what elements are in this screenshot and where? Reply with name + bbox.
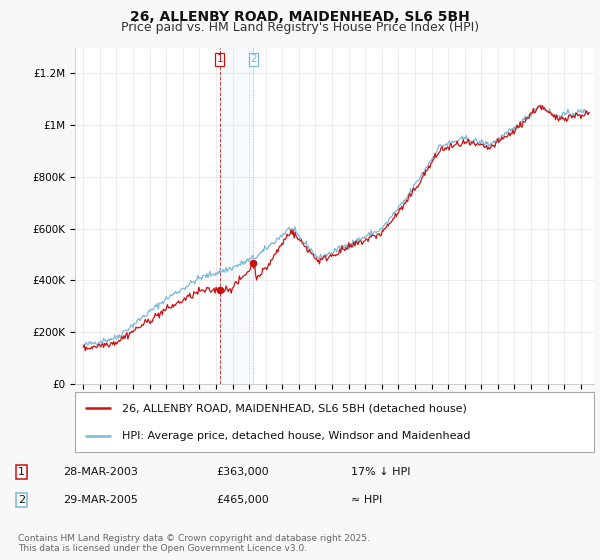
Text: 2: 2 — [18, 495, 25, 505]
Text: ≈ HPI: ≈ HPI — [351, 495, 382, 505]
Text: 17% ↓ HPI: 17% ↓ HPI — [351, 467, 410, 477]
Text: Price paid vs. HM Land Registry's House Price Index (HPI): Price paid vs. HM Land Registry's House … — [121, 21, 479, 34]
Bar — [220, 48, 253, 384]
Text: £363,000: £363,000 — [216, 467, 269, 477]
Text: Contains HM Land Registry data © Crown copyright and database right 2025.
This d: Contains HM Land Registry data © Crown c… — [18, 534, 370, 553]
Text: 2: 2 — [250, 54, 256, 64]
Text: 1: 1 — [18, 467, 25, 477]
Text: 28-MAR-2003: 28-MAR-2003 — [63, 467, 138, 477]
Text: £465,000: £465,000 — [216, 495, 269, 505]
Text: HPI: Average price, detached house, Windsor and Maidenhead: HPI: Average price, detached house, Wind… — [122, 431, 470, 441]
Text: 29-MAR-2005: 29-MAR-2005 — [63, 495, 138, 505]
Text: 1: 1 — [217, 54, 223, 64]
Text: 26, ALLENBY ROAD, MAIDENHEAD, SL6 5BH (detached house): 26, ALLENBY ROAD, MAIDENHEAD, SL6 5BH (d… — [122, 403, 467, 413]
Text: 26, ALLENBY ROAD, MAIDENHEAD, SL6 5BH: 26, ALLENBY ROAD, MAIDENHEAD, SL6 5BH — [130, 10, 470, 24]
